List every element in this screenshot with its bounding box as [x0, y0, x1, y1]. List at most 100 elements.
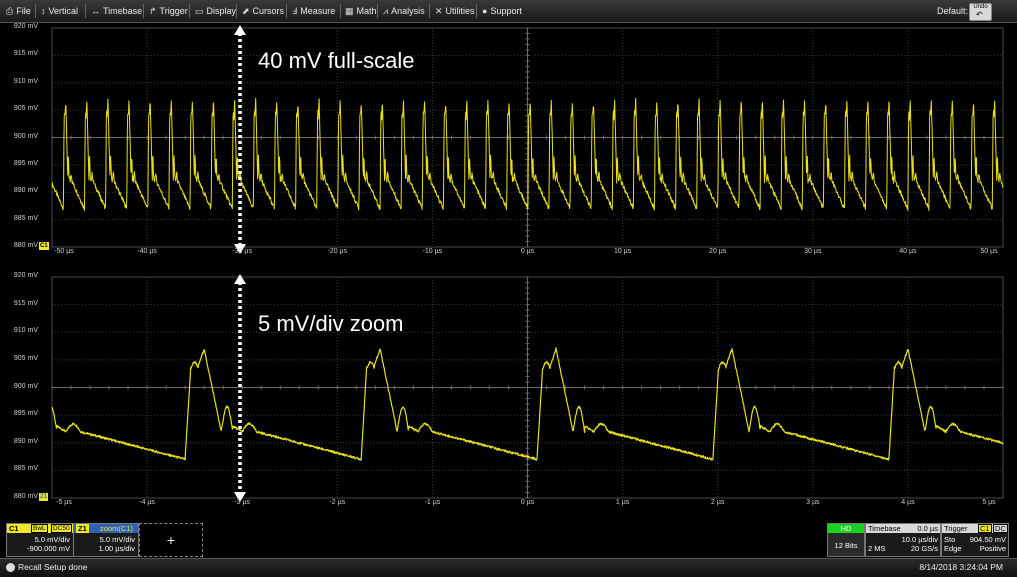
y-axis-label: 915 mV	[13, 299, 38, 307]
trigger-title: Trigger	[944, 524, 968, 533]
menu-divider	[286, 4, 287, 18]
timebase-samples: 2 MS	[868, 544, 886, 553]
menu-divider	[476, 4, 477, 18]
top-grid[interactable]	[0, 22, 1017, 267]
c1-bwl-badge: BwL	[31, 524, 48, 533]
menu-vertical[interactable]: ↕ Vertical	[41, 6, 79, 16]
y-axis-label: 895 mV	[13, 410, 38, 418]
y-axis-label: 905 mV	[13, 354, 38, 362]
timebase-delay: 0.0 µs	[917, 524, 938, 533]
hd-bits: 12 Bits	[834, 541, 858, 550]
c1-coupling-badge: DC50	[51, 524, 72, 533]
c1-scale: 5.0 mV/div	[34, 535, 70, 544]
menu-cursors[interactable]: ⬈ Cursors	[242, 6, 285, 16]
menu-divider	[236, 4, 237, 18]
menu-file[interactable]: ⎙ File	[6, 6, 31, 16]
vertical-icon: ↕	[41, 6, 46, 16]
x-axis-label: 20 µs	[709, 248, 727, 255]
x-axis-label: 30 µs	[804, 248, 822, 255]
cursors-icon: ⬈	[242, 6, 250, 16]
x-axis-label: -5 µs	[56, 499, 72, 506]
y-axis-label: 910 mV	[13, 77, 38, 85]
math-icon: ▦	[345, 6, 354, 16]
menu-divider	[429, 4, 430, 18]
menu-trigger[interactable]: ↱ Trigger	[149, 6, 188, 16]
x-axis-label: 3 µs	[806, 499, 820, 506]
hd-badge: HD	[828, 524, 864, 533]
x-axis-label: 10 µs	[613, 248, 632, 255]
c1-header: C1 BwL DC50	[7, 524, 73, 533]
timebase-row3: 2 MS 20 GS/s	[866, 544, 940, 553]
z1-scale: 5.0 mV/div	[99, 535, 135, 544]
z1-header: Z1 zoom(C1)	[74, 524, 138, 533]
default-setup-label: Default:	[937, 6, 969, 16]
menu-divider	[85, 4, 86, 18]
scale-arrow-head	[234, 25, 246, 35]
menu-support[interactable]: ● Support	[482, 6, 522, 16]
support-icon: ●	[482, 6, 488, 16]
x-axis-label: 4 µs	[901, 499, 915, 506]
timebase-descriptor[interactable]: Timebase 0.0 µs 10.0 µs/div 2 MS 20 GS/s	[865, 523, 941, 557]
x-axis-label: 1 µs	[615, 499, 630, 506]
zoom-grid[interactable]	[0, 271, 1017, 517]
utilities-icon: ✕	[435, 6, 443, 16]
c1-offset: -900.000 mV	[27, 544, 70, 553]
y-axis-label: 900 mV	[13, 382, 38, 390]
display-icon: ▭	[195, 6, 204, 16]
menu-divider	[377, 4, 378, 18]
x-axis-label: 2 µs	[711, 499, 725, 506]
timebase-rate: 20 GS/s	[910, 544, 938, 553]
channel-marker[interactable]: C1	[39, 242, 49, 250]
y-axis-label: 900 mV	[13, 132, 38, 140]
x-axis-label: -40 µs	[137, 248, 157, 255]
undo-button[interactable]: Undo ↶	[969, 3, 992, 21]
hd-descriptor[interactable]: HD 12 Bits	[827, 523, 865, 557]
y-axis-label: 895 mV	[13, 159, 38, 167]
menu-divider	[35, 4, 36, 18]
undo-icon: ↶	[976, 10, 983, 19]
measure-icon: Ⅎ	[292, 6, 298, 16]
trigger-descriptor[interactable]: Trigger C1 DC Sto 904.50 mV Edge Positiv…	[941, 523, 1009, 557]
zoom-grid-panel: 920 mV 915 mV 910 mV 905 mV 900 mV 895 mV 890 …	[0, 271, 1017, 517]
menu-utilities[interactable]: ✕ Utilities	[435, 6, 475, 16]
analysis-icon: ⩘	[383, 6, 389, 16]
x-axis-label: -30 µs	[232, 248, 252, 255]
trigger-level: 904.50 mV	[969, 535, 1006, 544]
trigger-type: Edge	[944, 544, 962, 553]
trigger-header: Trigger C1 DC	[942, 524, 1008, 533]
trigger-row2: Sto 904.50 mV	[942, 535, 1008, 544]
menu-display[interactable]: ▭ Display	[195, 6, 237, 16]
menu-measure[interactable]: Ⅎ Measure	[292, 6, 336, 16]
trigger-source: C1	[978, 524, 992, 533]
add-trace-button[interactable]: +	[139, 523, 203, 557]
channel-marker[interactable]: Z1	[39, 493, 49, 501]
timebase-title: Timebase	[868, 524, 901, 533]
trigger-icon: ↱	[149, 6, 157, 16]
x-axis-label: -50 µs	[54, 248, 74, 255]
y-axis-label: 885 mV	[13, 214, 38, 222]
descriptor-bar: C1 BwL DC50 5.0 mV/div -900.000 mV Z1 zo…	[0, 519, 1017, 557]
x-axis-label: -10 µs	[422, 248, 443, 255]
y-axis-label: 915 mV	[13, 50, 38, 58]
menu-analysis[interactable]: ⩘ Analysis	[383, 6, 425, 16]
menu-divider	[143, 4, 144, 18]
x-axis-label: -2 µs	[329, 499, 346, 506]
x-axis-label: -20 µs	[327, 248, 348, 255]
trigger-slope: Positive	[979, 544, 1006, 553]
menu-math[interactable]: ▦ Math	[345, 6, 377, 16]
status-bar: Recall Setup done 8/14/2018 3:24:04 PM	[0, 558, 1017, 577]
trigger-mode: Sto	[944, 535, 956, 544]
menu-timebase[interactable]: ↔ Timebase	[91, 6, 143, 16]
trigger-coupling: DC	[993, 524, 1008, 533]
timebase-icon: ↔	[91, 6, 100, 16]
status-info-icon	[6, 563, 15, 572]
channel-c1-descriptor[interactable]: C1 BwL DC50 5.0 mV/div -900.000 mV	[6, 523, 74, 557]
zoom-z1-descriptor[interactable]: Z1 zoom(C1) 5.0 mV/div 1.00 µs/div	[73, 523, 139, 557]
x-axis-label: 0 µs	[520, 499, 535, 506]
zoom-gridlines	[51, 276, 1004, 499]
top-grid-panel: 920 mV 915 mV 910 mV 905 mV 900 mV 895 mV 890 …	[0, 22, 1017, 267]
timebase-div: 10.0 µs/div	[901, 535, 938, 544]
y-axis-label: 880 mV	[13, 493, 38, 500]
scale-arrow-head	[234, 274, 246, 284]
